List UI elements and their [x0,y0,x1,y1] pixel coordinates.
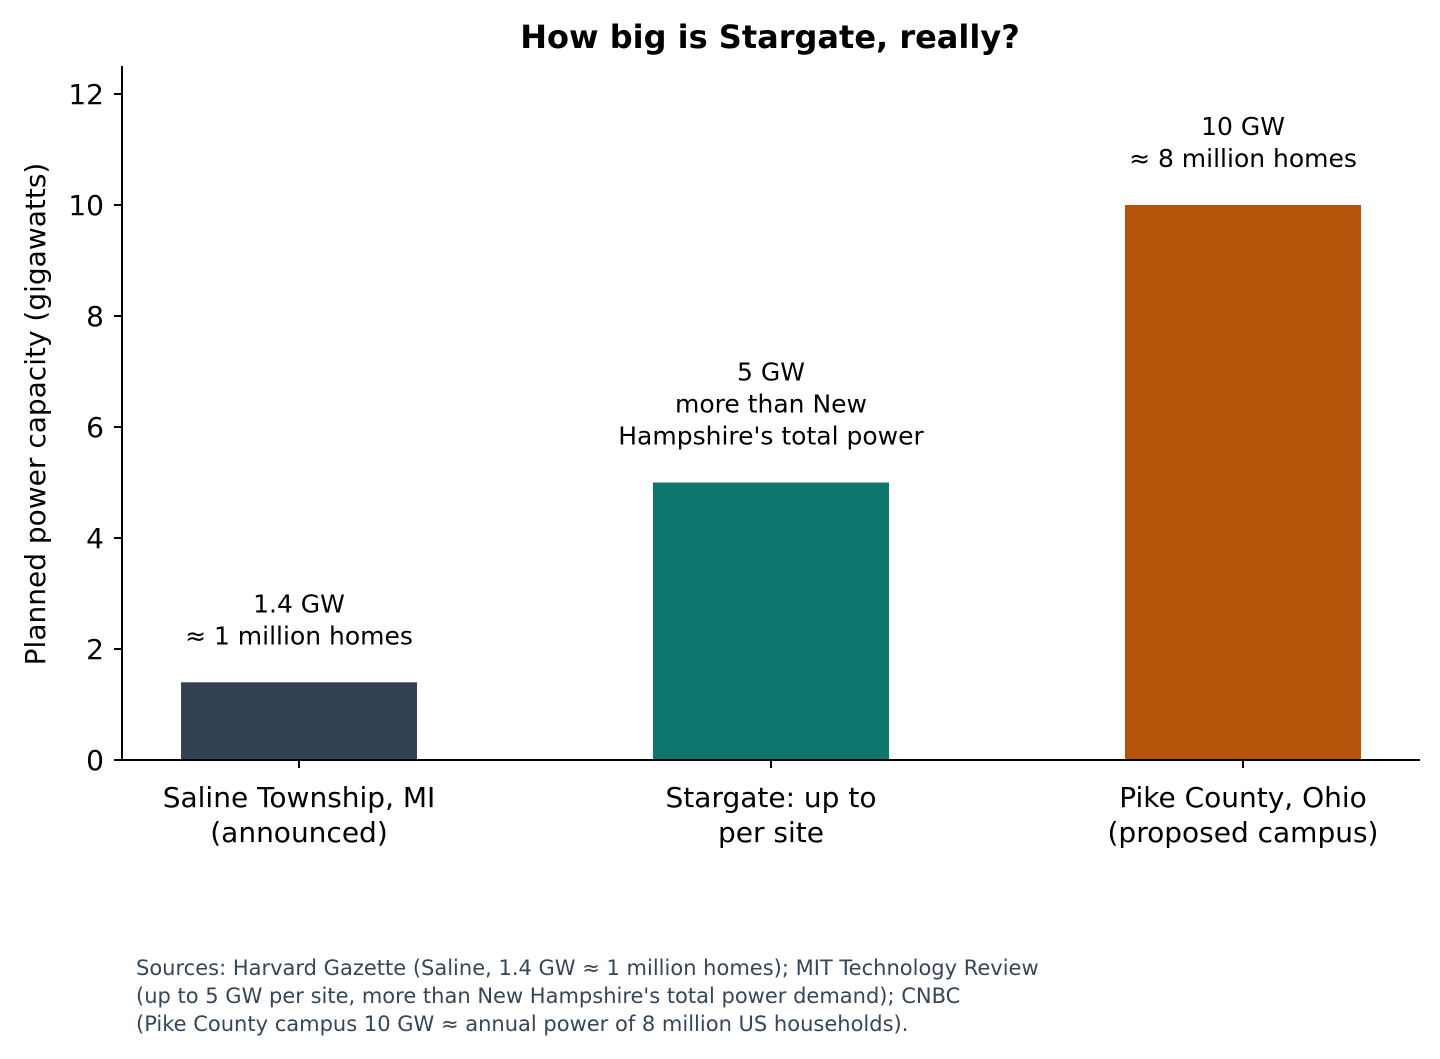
chart-title: How big is Stargate, really? [520,18,1020,56]
x-axis-ticks: Saline Township, MI(announced) Stargate: … [163,760,1379,849]
x-tick-label: Pike County, Ohio [1119,781,1367,814]
x-tick-label: (announced) [210,816,388,849]
x-tick-label: (proposed campus) [1108,816,1379,849]
y-tick-label: 2 [86,633,104,666]
bar-data-label: 5 GW [737,358,805,387]
y-tick-label: 0 [86,744,104,777]
source-note-line: Sources: Harvard Gazette (Saline, 1.4 GW… [136,956,1039,980]
x-tick-label: Stargate: up to [666,781,877,814]
y-axis-label: Planned power capacity (gigawatts) [19,163,52,666]
x-tick-label: per site [718,816,824,849]
bar [653,482,889,760]
bar-data-label: more than New [675,390,867,419]
bar [181,682,417,760]
y-axis-ticks: 0 2 4 6 8 10 12 [68,78,122,777]
bar-data-label: ≈ 8 million homes [1129,144,1357,173]
bar-data-label: ≈ 1 million homes [185,621,413,650]
y-tick-label: 4 [86,522,104,555]
bar-data-label: Hampshire's total power [618,422,924,451]
source-note-line: (up to 5 GW per site, more than New Hamp… [136,984,960,1008]
x-tick-label: Saline Township, MI [163,781,436,814]
bar-data-label: 1.4 GW [253,589,345,618]
y-tick-label: 12 [68,78,104,111]
y-tick-label: 8 [86,300,104,333]
source-note: Sources: Harvard Gazette (Saline, 1.4 GW… [136,956,1039,1036]
y-tick-label: 10 [68,189,104,222]
bar-data-label: 10 GW [1201,112,1285,141]
y-tick-label: 6 [86,411,104,444]
bars [181,205,1361,760]
source-note-line: (Pike County campus 10 GW ≈ annual power… [136,1012,908,1036]
bar-annotations: 1.4 GW ≈ 1 million homes 5 GW more than New… [185,112,1357,650]
bar [1125,205,1361,760]
